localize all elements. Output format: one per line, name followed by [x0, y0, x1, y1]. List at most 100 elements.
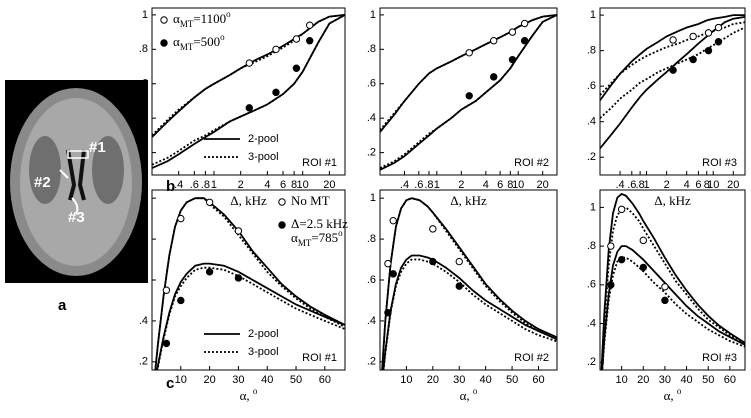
- panel-label: b: [166, 178, 175, 195]
- x-axis-label: α, o: [664, 386, 682, 403]
- data-point: [639, 236, 647, 245]
- y-tick-label: .4: [139, 112, 148, 124]
- x-tick-label: 6: [280, 179, 286, 191]
- legend-label: No MT: [291, 193, 330, 208]
- y-tick-label: 1: [142, 192, 148, 204]
- curve: [154, 197, 345, 370]
- plot-frame: [379, 189, 558, 371]
- data-point: [704, 46, 713, 55]
- x-tick-label: 50: [506, 374, 518, 386]
- x-tick-label: 8: [704, 179, 710, 191]
- y-tick-label: .2: [367, 356, 376, 368]
- data-point: [689, 55, 697, 64]
- curve: [156, 266, 345, 370]
- x-tick-label: 60: [319, 374, 331, 386]
- curve: [601, 245, 745, 370]
- data-point: [455, 257, 463, 266]
- data-point: [389, 216, 397, 225]
- text-part: Δ, kHz: [230, 193, 267, 208]
- data-point: [639, 263, 647, 272]
- data-point: [607, 281, 615, 289]
- data-point: [689, 32, 697, 41]
- y-tick-label: .6: [139, 274, 148, 286]
- data-point: [669, 66, 677, 74]
- x-tick-label: 10: [616, 374, 628, 386]
- legend-marker: [278, 198, 286, 206]
- y-tick-label: 1: [590, 201, 596, 213]
- data-point: [234, 274, 243, 282]
- roi-box: [67, 150, 89, 159]
- data-point: [162, 339, 171, 348]
- text-part: o: [677, 386, 682, 396]
- x-tick-label: 50: [702, 374, 714, 386]
- text-part: α: [173, 11, 180, 26]
- text-part: No MT: [291, 193, 330, 208]
- text-part: Δ, kHz: [654, 193, 691, 208]
- y-tick-label: 1: [590, 9, 596, 21]
- legend-label: Δ=2.5 kHz: [291, 216, 348, 231]
- legend-label: 2-pool: [248, 133, 279, 145]
- curve: [600, 14, 745, 101]
- data-point: [177, 296, 185, 305]
- x-tick-label: 40: [261, 374, 273, 386]
- text-part: α: [173, 34, 180, 49]
- y-tick-label: 1: [370, 9, 376, 21]
- text-part: Δ=2.5 kHz: [291, 216, 348, 231]
- data-point: [245, 104, 253, 112]
- x-tick-label: .8: [636, 179, 645, 191]
- x-tick-label: 4: [483, 179, 489, 191]
- x-tick-label: 1: [644, 179, 650, 191]
- data-point: [508, 28, 517, 36]
- data-point: [292, 64, 301, 72]
- text-part: o: [226, 9, 231, 19]
- data-point: [714, 38, 723, 46]
- x-tick-label: 1: [211, 179, 217, 191]
- y-tick-label: .8: [587, 45, 596, 57]
- x-tick-label: .4: [615, 179, 624, 191]
- roi-label: #2: [34, 174, 51, 191]
- data-point: [455, 282, 463, 290]
- x-tick-label: 20: [203, 374, 215, 386]
- legend-label: αMT=500o: [173, 32, 225, 52]
- x-tick-label: 50: [290, 374, 302, 386]
- x-tick-label: 10: [707, 179, 719, 191]
- data-point: [669, 36, 677, 44]
- roi-title: ROI #2: [514, 157, 549, 169]
- y-tick-label: .8: [139, 233, 148, 245]
- x-tick-label: 20: [323, 179, 335, 191]
- x-tick-label: 30: [453, 374, 465, 386]
- data-point: [661, 283, 669, 291]
- plot-area: [154, 197, 345, 370]
- data-point: [245, 59, 253, 67]
- x-tick-label: 30: [232, 374, 244, 386]
- data-point: [389, 270, 397, 278]
- x-tick-label: 8: [291, 179, 297, 191]
- x-tick-label: 60: [532, 374, 544, 386]
- data-point: [429, 257, 437, 266]
- data-point: [520, 37, 529, 45]
- plot-area: [152, 14, 345, 169]
- x-tick-label: 20: [727, 179, 739, 191]
- y-tick-label: .2: [139, 356, 148, 368]
- y-tick-label: .4: [367, 315, 376, 327]
- x-tick-label: 20: [427, 374, 439, 386]
- text-part: =785: [311, 230, 338, 245]
- y-tick-label: .6: [587, 279, 596, 291]
- text-part: MT: [298, 238, 312, 248]
- y-tick-label: .4: [367, 112, 376, 124]
- data-point: [607, 242, 615, 250]
- text-part: 3-pool: [248, 151, 279, 163]
- data-point: [272, 45, 280, 54]
- data-point: [205, 198, 214, 206]
- plot-area: [380, 14, 557, 171]
- curve: [600, 21, 745, 96]
- legend-label: 3-pool: [248, 151, 279, 163]
- roi-title: ROI #3: [702, 352, 737, 364]
- text-part: Δ, kHz: [450, 193, 487, 208]
- curve: [381, 197, 557, 370]
- data-point: [429, 225, 437, 233]
- legend-marker: [160, 16, 168, 24]
- y-tick-label: .2: [587, 356, 596, 368]
- data-point: [306, 37, 314, 45]
- x-tick-label: 8: [507, 179, 513, 191]
